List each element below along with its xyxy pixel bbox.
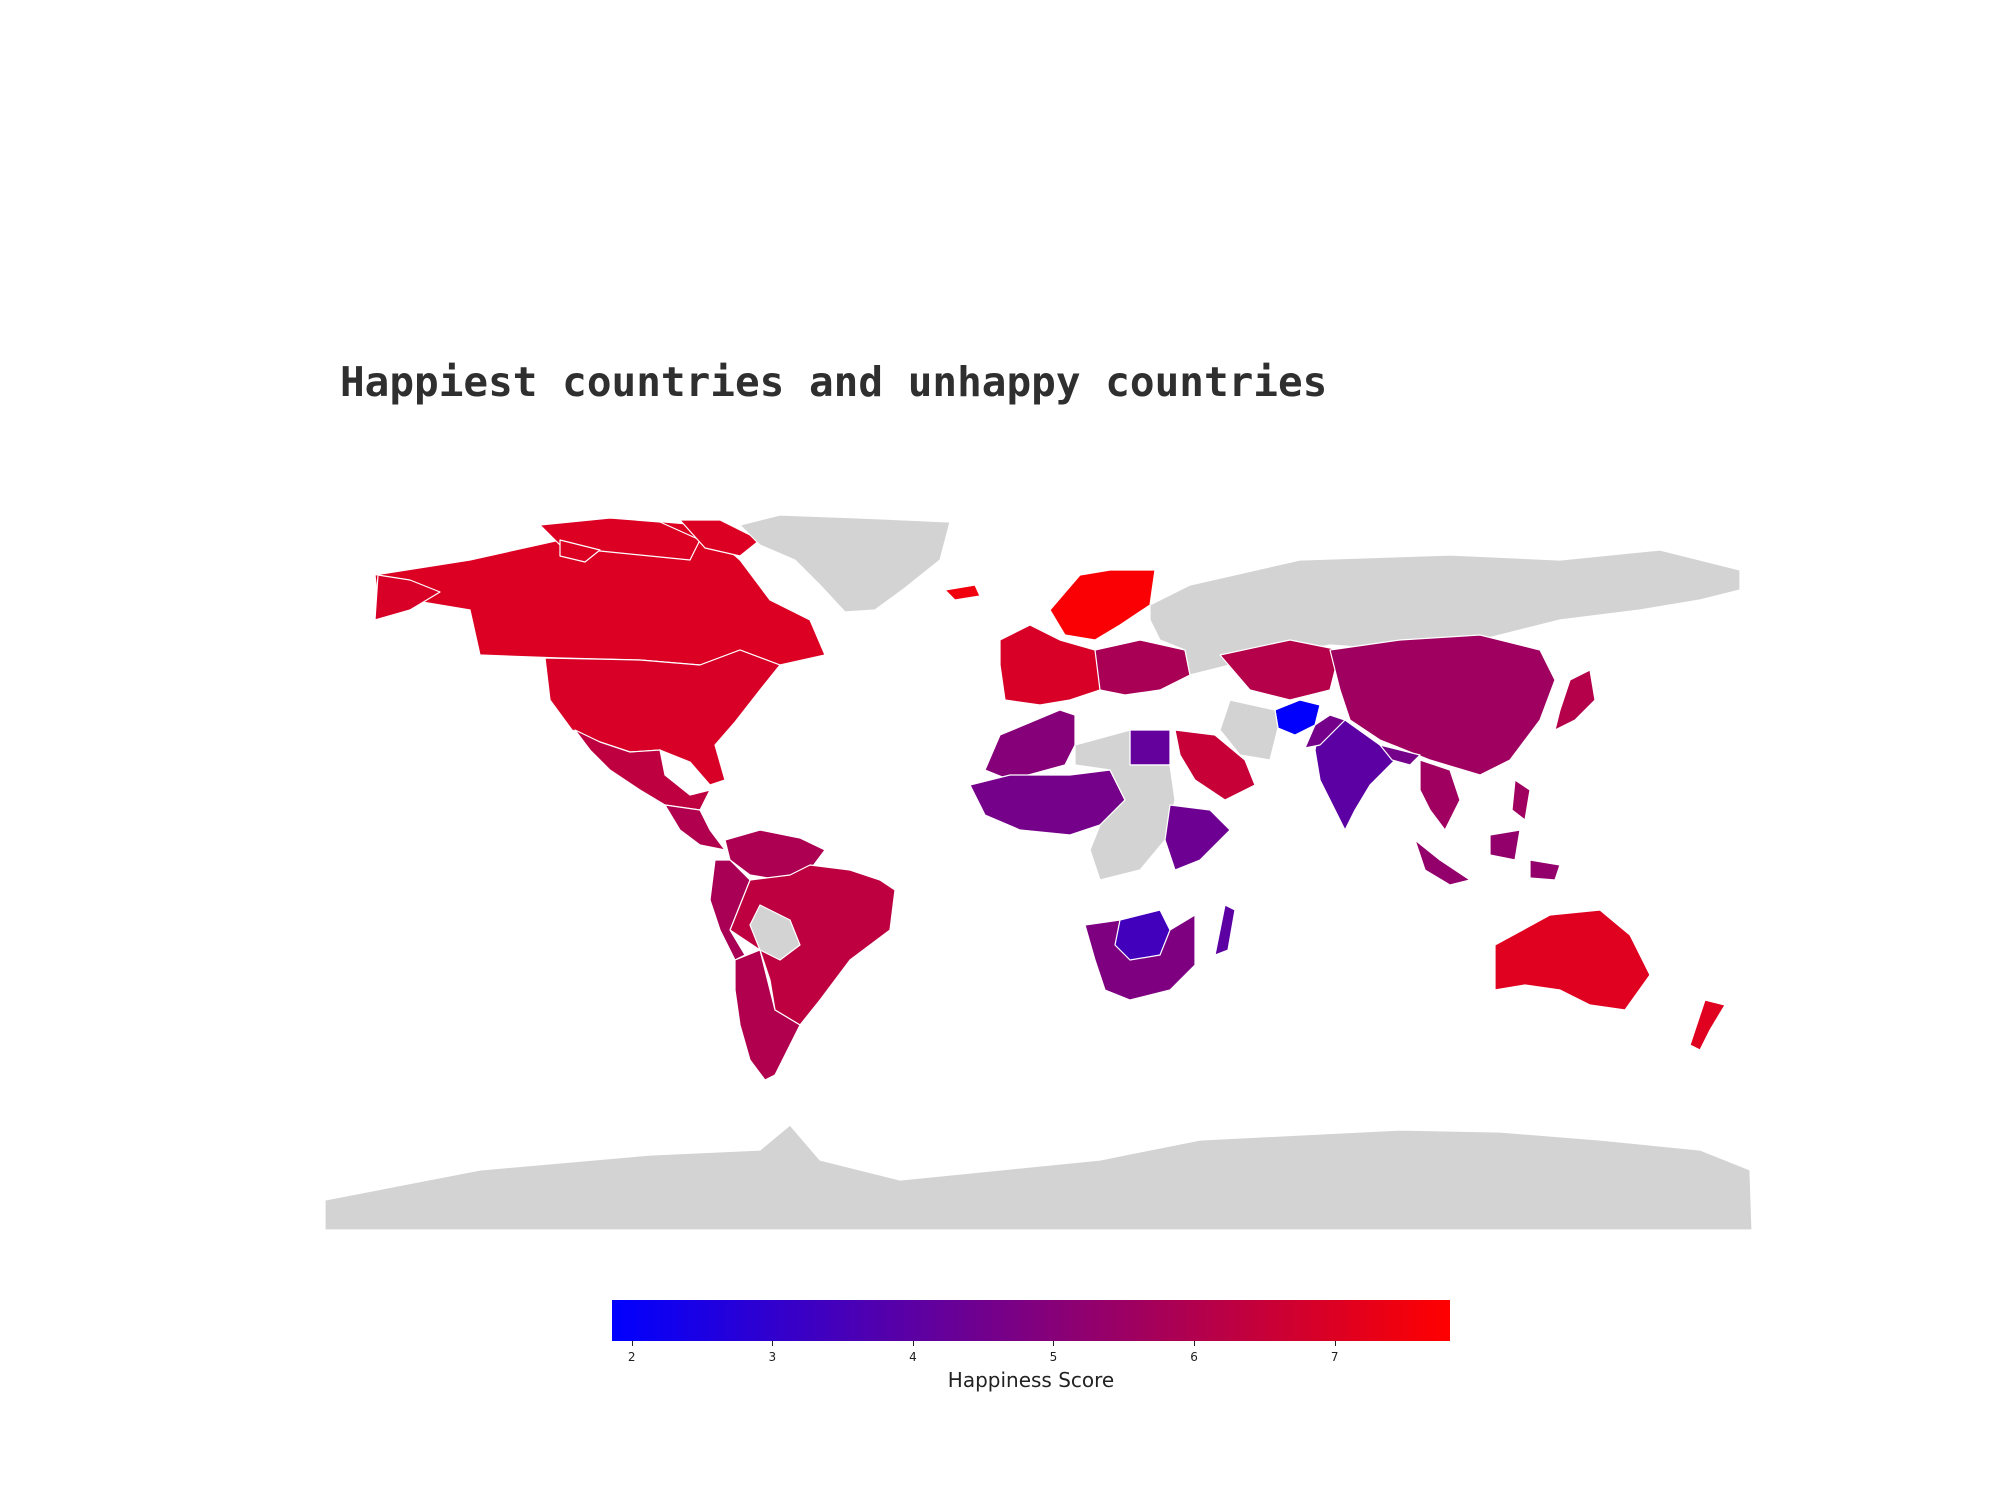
region-bolivia — [749, 904, 801, 961]
colorbar-tick-mark — [631, 1341, 633, 1346]
colorbar-tick-label: 2 — [627, 1350, 636, 1364]
colorbar-tick-label: 5 — [1049, 1350, 1058, 1364]
region-canada — [679, 519, 761, 557]
region-north-africa — [984, 709, 1076, 781]
region-china-mongolia — [1329, 634, 1556, 776]
region-pakistan-nepal — [1304, 714, 1346, 749]
region-iceland — [944, 584, 981, 601]
region-zimbabwe-botswana — [1114, 909, 1171, 961]
region-nordic-countries — [1049, 569, 1156, 641]
region-madagascar — [1214, 904, 1236, 956]
region-antarctica — [324, 1124, 1753, 1231]
colorbar-tick-label: 3 — [768, 1350, 777, 1364]
region-brazil — [729, 864, 896, 1026]
region-indonesia — [1414, 839, 1471, 886]
region-india — [1314, 719, 1396, 831]
region-saudi-arabia — [1174, 729, 1256, 801]
colorbar-tick-mark — [772, 1341, 774, 1346]
region-central-africa — [1074, 729, 1176, 881]
colorbar-tick-label: 6 — [1190, 1350, 1198, 1364]
region-argentina-chile — [734, 949, 801, 1081]
region-central-asia — [1219, 639, 1341, 701]
region-new-zealand — [1689, 999, 1726, 1051]
region-indonesia — [1529, 859, 1561, 881]
region-peru-ecuador — [709, 859, 751, 961]
colorbar-tick-mark — [1334, 1341, 1336, 1346]
region-pakistan-nepal — [1379, 744, 1421, 766]
region-iran — [1219, 699, 1279, 761]
colorbar-tick-mark — [912, 1341, 914, 1346]
colorbar-tick-label: 4 — [909, 1350, 917, 1364]
region-australia — [1494, 909, 1651, 1011]
region-united-states — [374, 574, 441, 621]
region-ethiopia-kenya — [1164, 804, 1231, 871]
region-eastern-europe — [1094, 639, 1191, 696]
region-japan — [1554, 669, 1596, 731]
region-southeast-asia — [1419, 759, 1461, 831]
region-southeast-asia — [1511, 779, 1531, 821]
region-central-america — [664, 804, 726, 851]
colorbar-tick-label: 7 — [1330, 1350, 1339, 1364]
colorbar-label: Happiness Score — [947, 1368, 1115, 1392]
region-indonesia — [1489, 829, 1521, 861]
map-title: Happiest countries and unhappy countries — [340, 358, 1328, 406]
colorbar — [612, 1300, 1450, 1341]
region-canada — [559, 539, 601, 563]
region-egypt — [1129, 729, 1171, 766]
region-mexico — [574, 729, 711, 811]
colorbar-tick-mark — [1194, 1341, 1196, 1346]
region-greenland — [739, 514, 951, 613]
colorbar-tick-mark — [1053, 1341, 1055, 1346]
colorbar-gradient — [612, 1300, 1450, 1341]
